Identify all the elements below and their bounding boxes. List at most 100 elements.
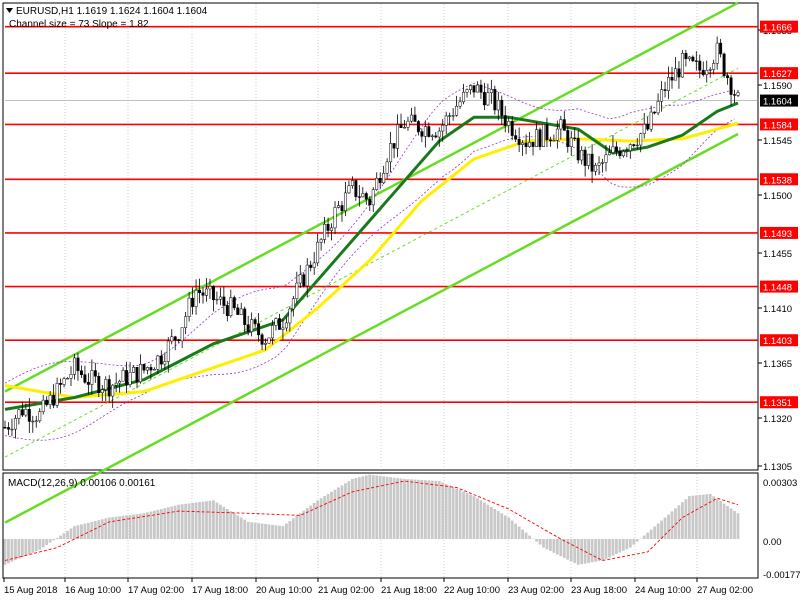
candlestick[interactable] xyxy=(306,265,308,286)
candlestick[interactable] xyxy=(87,382,89,384)
candlestick[interactable] xyxy=(733,95,735,96)
candlestick[interactable] xyxy=(303,275,305,286)
candlestick[interactable] xyxy=(219,297,221,299)
candlestick[interactable] xyxy=(441,125,443,131)
candlestick[interactable] xyxy=(198,290,200,293)
candlestick[interactable] xyxy=(243,309,245,325)
candlestick[interactable] xyxy=(400,125,402,128)
candlestick[interactable] xyxy=(136,367,138,382)
candlestick[interactable] xyxy=(615,147,617,151)
candlestick[interactable] xyxy=(275,319,277,326)
candlestick[interactable] xyxy=(386,162,388,173)
candlestick[interactable] xyxy=(598,163,600,165)
candlestick[interactable] xyxy=(233,298,235,308)
candlestick[interactable] xyxy=(320,239,322,242)
candlestick[interactable] xyxy=(7,427,9,429)
candlestick[interactable] xyxy=(636,145,638,146)
candlestick[interactable] xyxy=(278,319,280,330)
candlestick[interactable] xyxy=(299,275,301,283)
candlestick[interactable] xyxy=(73,358,75,374)
candlestick[interactable] xyxy=(706,70,708,74)
candlestick[interactable] xyxy=(91,371,93,385)
candlestick[interactable] xyxy=(122,370,124,381)
candlestick[interactable] xyxy=(695,61,697,62)
candlestick[interactable] xyxy=(448,116,450,117)
candlestick[interactable] xyxy=(39,412,41,421)
candlestick[interactable] xyxy=(490,89,492,92)
candlestick[interactable] xyxy=(167,341,169,361)
candlestick[interactable] xyxy=(362,194,364,197)
candlestick[interactable] xyxy=(195,290,197,306)
candlestick[interactable] xyxy=(334,207,336,227)
candlestick[interactable] xyxy=(699,61,701,70)
candlestick[interactable] xyxy=(77,358,79,371)
candlestick[interactable] xyxy=(546,124,548,139)
candlestick[interactable] xyxy=(407,121,409,127)
candlestick[interactable] xyxy=(240,309,242,315)
candlestick[interactable] xyxy=(726,76,728,78)
candlestick[interactable] xyxy=(605,155,607,163)
candlestick[interactable] xyxy=(466,90,468,92)
candlestick[interactable] xyxy=(42,400,44,412)
candlestick[interactable] xyxy=(316,242,318,263)
candlestick[interactable] xyxy=(209,286,211,289)
candlestick[interactable] xyxy=(146,367,148,370)
candlestick[interactable] xyxy=(525,143,527,147)
candlestick[interactable] xyxy=(94,371,96,377)
candlestick[interactable] xyxy=(237,308,239,315)
candlestick[interactable] xyxy=(601,162,603,163)
candlestick[interactable] xyxy=(640,134,642,145)
candlestick[interactable] xyxy=(532,142,534,146)
candlestick[interactable] xyxy=(32,421,34,422)
candlestick[interactable] xyxy=(205,289,207,295)
candlestick[interactable] xyxy=(664,90,666,91)
candlestick[interactable] xyxy=(622,151,624,155)
candlestick[interactable] xyxy=(143,364,145,370)
candlestick[interactable] xyxy=(132,367,134,372)
candlestick[interactable] xyxy=(653,112,655,113)
candlestick[interactable] xyxy=(66,378,68,379)
candlestick[interactable] xyxy=(184,316,186,327)
candlestick[interactable] xyxy=(459,102,461,106)
candlestick[interactable] xyxy=(737,93,739,96)
candlestick[interactable] xyxy=(487,93,489,105)
candlestick[interactable] xyxy=(264,343,266,344)
candlestick[interactable] xyxy=(139,364,141,382)
candlestick[interactable] xyxy=(101,390,103,393)
candlestick[interactable] xyxy=(629,145,631,151)
candlestick[interactable] xyxy=(678,69,680,77)
candlestick[interactable] xyxy=(660,90,662,102)
candlestick[interactable] xyxy=(261,335,263,345)
candlestick[interactable] xyxy=(542,124,544,146)
candlestick[interactable] xyxy=(508,121,510,125)
candlestick[interactable] xyxy=(574,138,576,139)
candlestick[interactable] xyxy=(671,77,673,80)
candlestick[interactable] xyxy=(118,381,120,383)
candlestick[interactable] xyxy=(105,379,107,389)
candlestick[interactable] xyxy=(709,70,711,71)
candlestick[interactable] xyxy=(171,337,173,341)
candlestick[interactable] xyxy=(330,228,332,231)
candlestick[interactable] xyxy=(719,43,721,54)
candlestick[interactable] xyxy=(497,100,499,110)
candlestick[interactable] xyxy=(365,194,367,200)
candlestick[interactable] xyxy=(292,299,294,309)
candlestick[interactable] xyxy=(528,142,530,147)
candlestick[interactable] xyxy=(358,197,360,198)
candlestick[interactable] xyxy=(25,409,27,415)
candlestick[interactable] xyxy=(667,77,669,90)
candlestick[interactable] xyxy=(188,298,190,316)
candlestick[interactable] xyxy=(174,337,176,340)
candlestick[interactable] xyxy=(560,120,562,129)
candlestick[interactable] xyxy=(462,92,464,102)
candlestick[interactable] xyxy=(518,139,520,144)
candlestick[interactable] xyxy=(164,362,166,365)
candlestick[interactable] xyxy=(712,63,714,69)
candlestick[interactable] xyxy=(230,298,232,316)
candlestick[interactable] xyxy=(351,180,353,185)
candlestick[interactable] xyxy=(435,136,437,137)
candlestick[interactable] xyxy=(584,150,586,165)
candlestick[interactable] xyxy=(580,150,582,160)
